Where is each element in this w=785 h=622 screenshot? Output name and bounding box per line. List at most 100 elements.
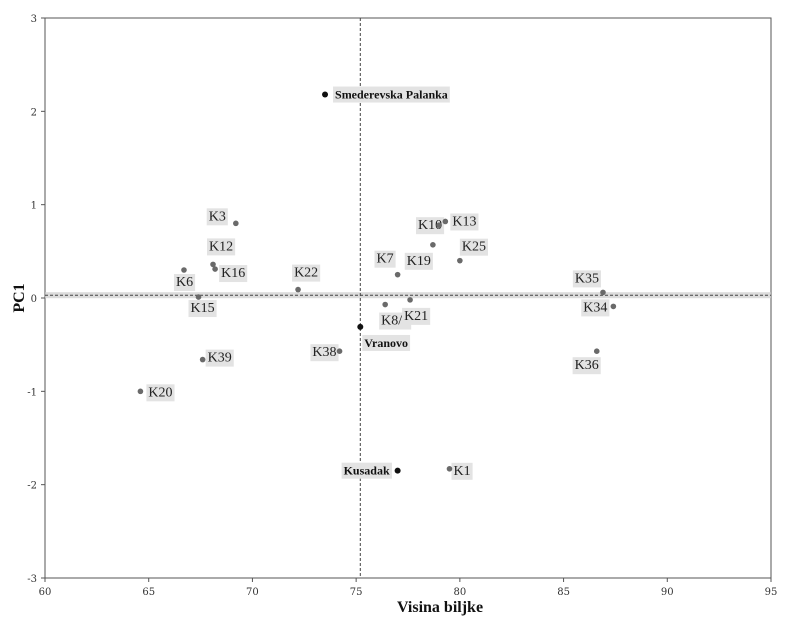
y-axis-title: PC1 — [11, 283, 28, 312]
location-marker — [357, 323, 364, 330]
genotype-marker — [457, 257, 463, 264]
genotype-marker — [137, 388, 144, 395]
genotype-marker — [336, 348, 343, 355]
genotype-marker — [181, 267, 187, 273]
genotype-marker — [407, 297, 413, 303]
point-label: Smederevska Palanka — [335, 88, 448, 102]
point-label: K25 — [462, 240, 486, 255]
point-label-background — [451, 462, 473, 480]
y-tick-label: 0 — [31, 294, 37, 305]
point-label-background — [572, 270, 601, 288]
point-label: K22 — [294, 266, 318, 281]
point-k10: K10 — [415, 217, 445, 235]
point-k15: K15 — [188, 294, 217, 318]
genotype-marker — [430, 242, 436, 248]
point-label-background — [219, 265, 248, 283]
point-vranovo: Vranovo — [357, 323, 411, 351]
point-k36: K36 — [572, 348, 601, 375]
point-k1: K1 — [446, 462, 473, 480]
x-tick-label: 65 — [142, 587, 155, 598]
point-label-background — [459, 238, 488, 256]
x-tick-label: 85 — [557, 587, 570, 598]
genotype-marker — [382, 301, 388, 308]
point-label: K36 — [575, 358, 599, 373]
point-label: Kusadak — [344, 464, 390, 478]
point-label-background — [173, 274, 196, 291]
point-label-background — [292, 264, 321, 282]
point-k19: K19 — [404, 242, 436, 270]
point-label: K6 — [176, 275, 193, 290]
point-k35: K35 — [572, 270, 606, 296]
x-tick-label: 80 — [453, 587, 466, 598]
y-tick-label: -2 — [27, 481, 37, 492]
genotype-marker — [295, 286, 301, 293]
point-label-background — [146, 384, 175, 402]
point-label-background — [415, 217, 445, 235]
point-label: K10 — [418, 218, 442, 233]
point-label: K21 — [404, 309, 428, 324]
location-marker — [394, 467, 401, 474]
x-axis-title: Visina biljke — [397, 599, 483, 616]
point-k12: K12 — [207, 238, 236, 268]
point-label-background — [450, 213, 479, 231]
reference-lines — [45, 18, 771, 578]
point-k13: K13 — [442, 213, 479, 231]
point-label: K12 — [209, 239, 233, 254]
x-tick-label: 90 — [661, 587, 674, 598]
point-label: K15 — [190, 301, 214, 316]
genotype-marker — [593, 348, 600, 355]
point-label-background — [206, 208, 228, 226]
genotype-marker — [436, 222, 442, 228]
genotype-marker — [199, 356, 206, 363]
point-label-background — [188, 300, 217, 318]
point-kusadak: Kusadak — [341, 462, 401, 479]
point-label: K19 — [407, 254, 431, 269]
x-axis-ticks: 60 65 70 75 80 85 90 95 — [39, 578, 777, 598]
point-label: K7 — [377, 252, 394, 267]
point-label-background — [341, 462, 392, 479]
point-label: K20 — [148, 385, 172, 400]
point-k38: K38 — [310, 344, 343, 362]
point-k7: K7 — [374, 250, 401, 278]
point-label: K34 — [583, 300, 607, 315]
point-label: K38 — [312, 345, 336, 360]
point-label: K1 — [453, 464, 470, 479]
x-tick-label: 60 — [39, 587, 52, 598]
genotype-marker — [210, 261, 216, 268]
genotype-marker — [610, 303, 617, 310]
y-tick-label: -3 — [27, 574, 37, 585]
x-tick-label: 75 — [350, 587, 363, 598]
point-label-background — [310, 344, 339, 362]
point-k34: K34 — [581, 299, 617, 317]
genotype-marker — [212, 266, 218, 272]
point-label-background — [572, 357, 601, 375]
point-k39: K39 — [199, 349, 234, 367]
point-k22: K22 — [292, 264, 321, 293]
point-label: K16 — [221, 266, 245, 281]
y-tick-label: 2 — [31, 107, 37, 118]
point-label-background — [205, 349, 234, 367]
point-label-background — [581, 299, 610, 317]
point-k3: K3 — [206, 208, 239, 227]
y-axis-ticks: -3 -2 -1 0 1 2 3 — [27, 14, 45, 585]
point-k20: K20 — [137, 384, 175, 402]
point-label-background — [404, 252, 433, 270]
y-tick-label: 3 — [31, 14, 37, 25]
point-k25: K25 — [457, 238, 488, 264]
point-smederevska-palanka: Smederevska Palanka — [322, 86, 450, 103]
genotype-marker — [233, 220, 239, 227]
point-label-background — [362, 334, 411, 351]
location-marker — [322, 91, 329, 98]
genotype-marker — [442, 218, 449, 225]
point-label-background — [333, 86, 450, 103]
y-tick-label: -1 — [27, 387, 37, 398]
point-label-background — [374, 250, 396, 268]
point-label-background — [402, 307, 431, 325]
point-label: K39 — [208, 351, 232, 366]
point-label-background — [207, 238, 236, 256]
genotype-marker — [394, 271, 401, 278]
point-k16: K16 — [212, 265, 248, 283]
point-k21: K21 — [402, 297, 431, 325]
x-tick-label: 70 — [246, 587, 259, 598]
